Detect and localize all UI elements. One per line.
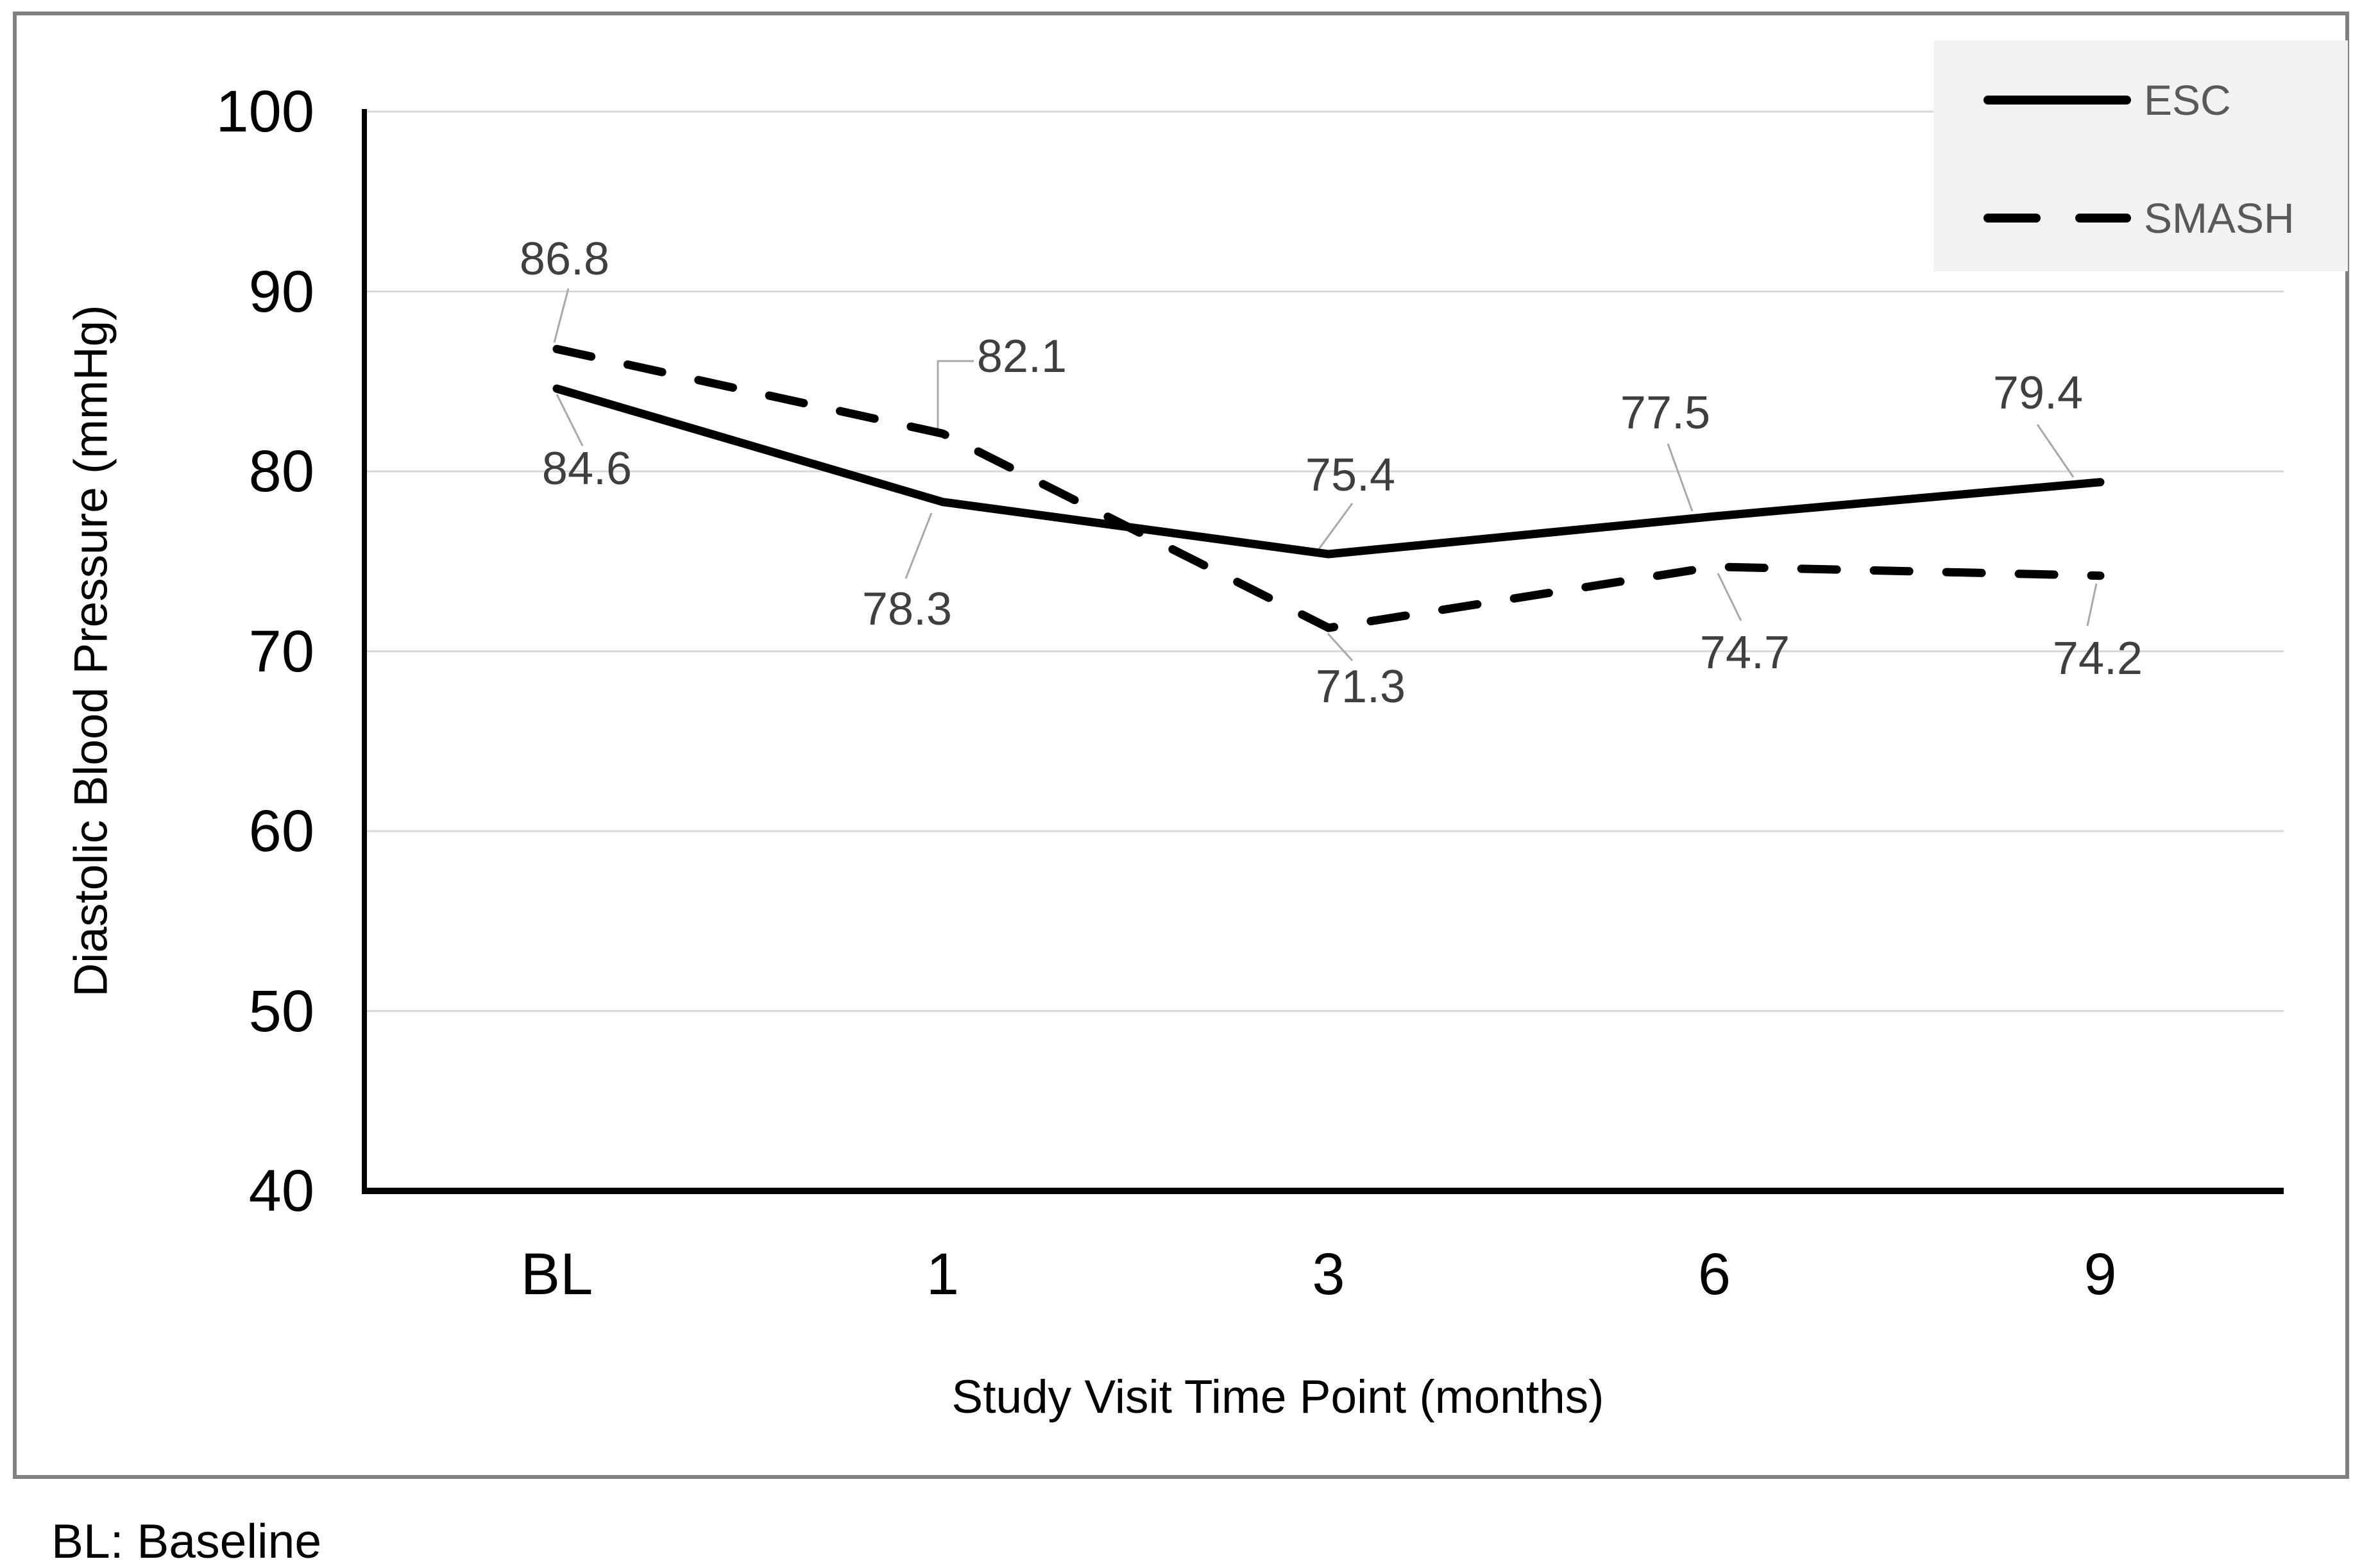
data-label-leader-line — [1667, 443, 1694, 512]
legend-entry-esc: ESC — [2144, 76, 2231, 124]
esc-series-line — [552, 384, 2105, 559]
data-label-leader-line — [556, 394, 584, 446]
data-label-leader-line — [2086, 583, 2098, 627]
y-axis-title: Diastolic Blood Pressure (mmHg) — [65, 305, 117, 997]
y-tick-label-50: 50 — [248, 978, 314, 1044]
x-category-label-bl: BL — [520, 1242, 593, 1307]
legend-entry-smash: SMASH — [2144, 194, 2295, 242]
data-label-smash-1: 82.1 — [976, 331, 1067, 382]
data-label-leader-line — [2036, 424, 2075, 478]
data-label-esc-bl: 84.6 — [541, 443, 633, 494]
x-category-label-3: 3 — [1312, 1242, 1345, 1307]
legend: ESC SMASH — [1933, 40, 2348, 271]
y-tick-label-80: 80 — [248, 439, 314, 504]
x-category-label-6: 6 — [1697, 1242, 1731, 1307]
data-label-leader-line — [937, 360, 974, 428]
data-label-smash-9: 74.2 — [2052, 633, 2143, 684]
data-label-esc-6: 77.5 — [1620, 387, 1711, 439]
smash-legend-dashed-line — [1983, 214, 2131, 223]
data-label-smash-6: 74.7 — [1699, 627, 1790, 679]
data-label-leader-line — [905, 512, 933, 579]
x-category-label-1: 1 — [926, 1242, 960, 1307]
data-label-smash-3: 71.3 — [1315, 661, 1406, 712]
x-axis-title: Study Visit Time Point (months) — [951, 1371, 1604, 1423]
data-label-smash-bl: 86.8 — [519, 233, 610, 285]
y-tick-label-100: 100 — [216, 79, 315, 144]
data-label-esc-1: 78.3 — [862, 584, 953, 635]
data-label-esc-9: 79.4 — [1992, 367, 2084, 419]
data-label-leader-line — [1327, 632, 1354, 662]
y-tick-label-90: 90 — [248, 258, 314, 325]
y-tick-label-70: 70 — [248, 618, 314, 684]
y-tick-label-60: 60 — [248, 798, 314, 864]
smash-series-line — [552, 344, 2105, 632]
data-label-leader-line — [1318, 503, 1354, 550]
x-category-label-9: 9 — [2084, 1242, 2117, 1307]
data-label-leader-line — [553, 288, 570, 343]
footnote-abbreviation: BL: Baseline — [51, 1514, 322, 1568]
data-label-esc-3: 75.4 — [1305, 450, 1396, 501]
data-label-leader-line — [1717, 573, 1742, 621]
y-tick-label-40: 40 — [248, 1158, 314, 1224]
esc-legend-line — [1983, 96, 2131, 105]
